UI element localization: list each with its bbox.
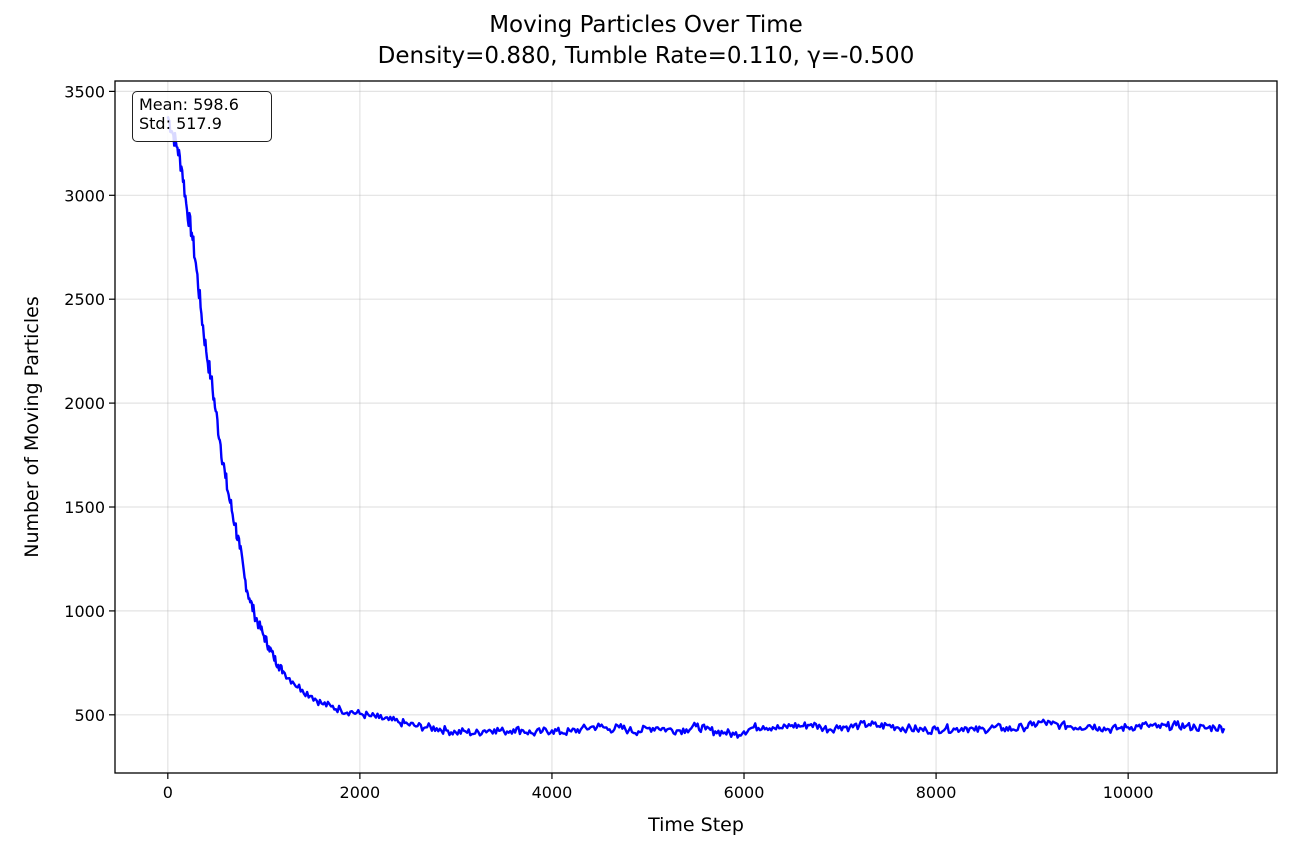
y-tick-label: 2500: [64, 290, 105, 309]
y-tick-label: 2000: [64, 394, 105, 413]
x-tick-label: 8000: [916, 783, 957, 802]
stats-annotation-box: Mean: 598.6 Std: 517.9: [132, 91, 272, 142]
x-tick-label: 10000: [1103, 783, 1154, 802]
plot-background: [115, 81, 1277, 773]
x-tick-label: 0: [163, 783, 173, 802]
y-tick-label: 1500: [64, 498, 105, 517]
grid-lines: [115, 81, 1277, 773]
y-axis-ticks: 500 1000 1500 2000 2500 3000 3500: [64, 82, 115, 725]
x-axis-label: Time Step: [648, 814, 744, 836]
y-tick-label: 3000: [64, 186, 105, 205]
series-line: [166, 115, 1226, 739]
x-axis-ticks: 0 2000 4000 6000 8000 10000: [163, 773, 1154, 802]
y-tick-label: 1000: [64, 602, 105, 621]
x-tick-label: 6000: [724, 783, 765, 802]
y-tick-label: 500: [74, 706, 105, 725]
mean-stat: Mean: 598.6: [139, 95, 239, 114]
y-axis-label: Number of Moving Particles: [21, 296, 43, 558]
chart-title: Moving Particles Over Time: [489, 12, 803, 38]
plot-frame: [114, 80, 1278, 774]
x-tick-label: 4000: [532, 783, 573, 802]
y-tick-label: 3500: [64, 82, 105, 101]
x-tick-label: 2000: [340, 783, 381, 802]
std-stat: Std: 517.9: [139, 114, 222, 133]
chart-subtitle: Density=0.880, Tumble Rate=0.110, γ=-0.5…: [377, 43, 915, 69]
